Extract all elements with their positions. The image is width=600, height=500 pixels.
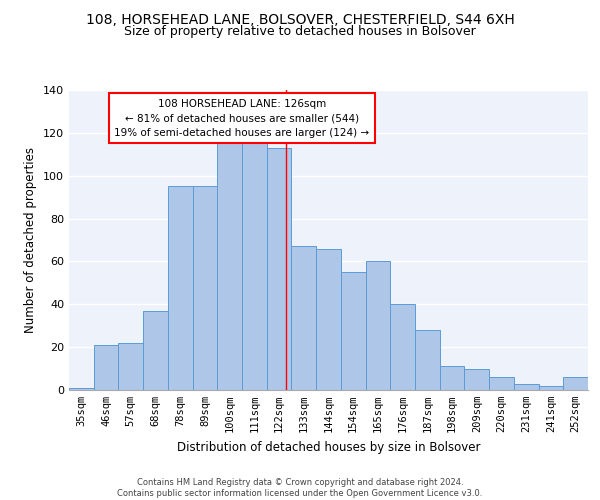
Bar bbox=[217, 135, 242, 390]
Bar bbox=[464, 368, 489, 390]
Bar bbox=[242, 137, 267, 390]
Bar bbox=[489, 377, 514, 390]
Bar bbox=[563, 377, 588, 390]
X-axis label: Distribution of detached houses by size in Bolsover: Distribution of detached houses by size … bbox=[177, 440, 480, 454]
Bar bbox=[168, 186, 193, 390]
Y-axis label: Number of detached properties: Number of detached properties bbox=[25, 147, 37, 333]
Bar bbox=[267, 148, 292, 390]
Bar bbox=[292, 246, 316, 390]
Bar bbox=[440, 366, 464, 390]
Bar bbox=[193, 186, 217, 390]
Bar bbox=[316, 248, 341, 390]
Bar bbox=[143, 310, 168, 390]
Text: 108 HORSEHEAD LANE: 126sqm
← 81% of detached houses are smaller (544)
19% of sem: 108 HORSEHEAD LANE: 126sqm ← 81% of deta… bbox=[115, 98, 370, 138]
Bar bbox=[539, 386, 563, 390]
Bar bbox=[341, 272, 365, 390]
Text: 108, HORSEHEAD LANE, BOLSOVER, CHESTERFIELD, S44 6XH: 108, HORSEHEAD LANE, BOLSOVER, CHESTERFI… bbox=[86, 12, 514, 26]
Bar bbox=[514, 384, 539, 390]
Bar bbox=[365, 262, 390, 390]
Text: Size of property relative to detached houses in Bolsover: Size of property relative to detached ho… bbox=[124, 25, 476, 38]
Bar bbox=[94, 345, 118, 390]
Bar bbox=[118, 343, 143, 390]
Text: Contains HM Land Registry data © Crown copyright and database right 2024.
Contai: Contains HM Land Registry data © Crown c… bbox=[118, 478, 482, 498]
Bar bbox=[415, 330, 440, 390]
Bar bbox=[390, 304, 415, 390]
Bar bbox=[69, 388, 94, 390]
